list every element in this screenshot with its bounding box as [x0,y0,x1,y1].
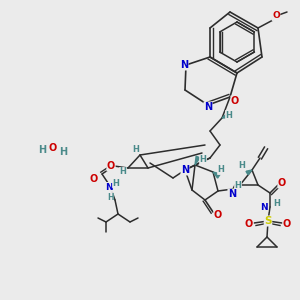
Text: N: N [180,60,188,70]
Text: O: O [214,210,222,220]
Text: H: H [107,193,113,202]
Text: H: H [133,145,140,154]
Text: H: H [112,178,119,188]
Text: N: N [260,202,268,211]
Polygon shape [222,114,228,118]
Text: O: O [49,143,57,153]
Text: O: O [231,96,239,106]
Text: H: H [200,155,206,164]
Text: O: O [245,219,253,229]
Polygon shape [213,172,220,178]
Text: O: O [107,161,115,171]
Text: N: N [228,189,236,199]
Text: N: N [105,182,113,191]
Text: O: O [272,11,280,20]
Text: O: O [283,219,291,229]
Polygon shape [195,156,200,165]
Text: H: H [235,181,242,190]
Text: O: O [90,174,98,184]
Polygon shape [246,170,252,175]
Text: H: H [38,145,46,155]
Text: H: H [238,161,245,170]
Text: N: N [204,102,212,112]
Text: H: H [226,110,232,119]
Text: N: N [181,165,189,175]
Text: H: H [218,166,224,175]
Text: O: O [278,178,286,188]
Text: H: H [274,199,280,208]
Text: H: H [120,167,126,176]
Text: S: S [264,216,272,226]
Text: H: H [59,147,67,157]
